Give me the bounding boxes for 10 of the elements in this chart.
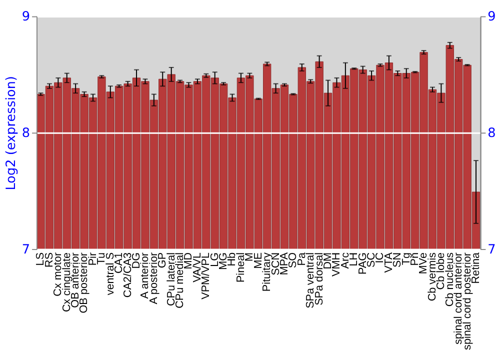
x-tick-label: A posterior <box>148 252 160 304</box>
y-tick-label: 9 <box>22 10 30 25</box>
x-tick-label: Tg <box>400 252 412 266</box>
y-tick-label: 8 <box>22 126 30 142</box>
y-tick-label: 7 <box>22 242 30 258</box>
y-axis-title: Log2 (expression) <box>4 76 20 190</box>
y2-tick-label: 9 <box>488 10 496 25</box>
x-tick-label: RS <box>43 252 56 268</box>
y2-tick-label: 7 <box>488 242 496 258</box>
y2-tick-label: 8 <box>488 126 496 142</box>
